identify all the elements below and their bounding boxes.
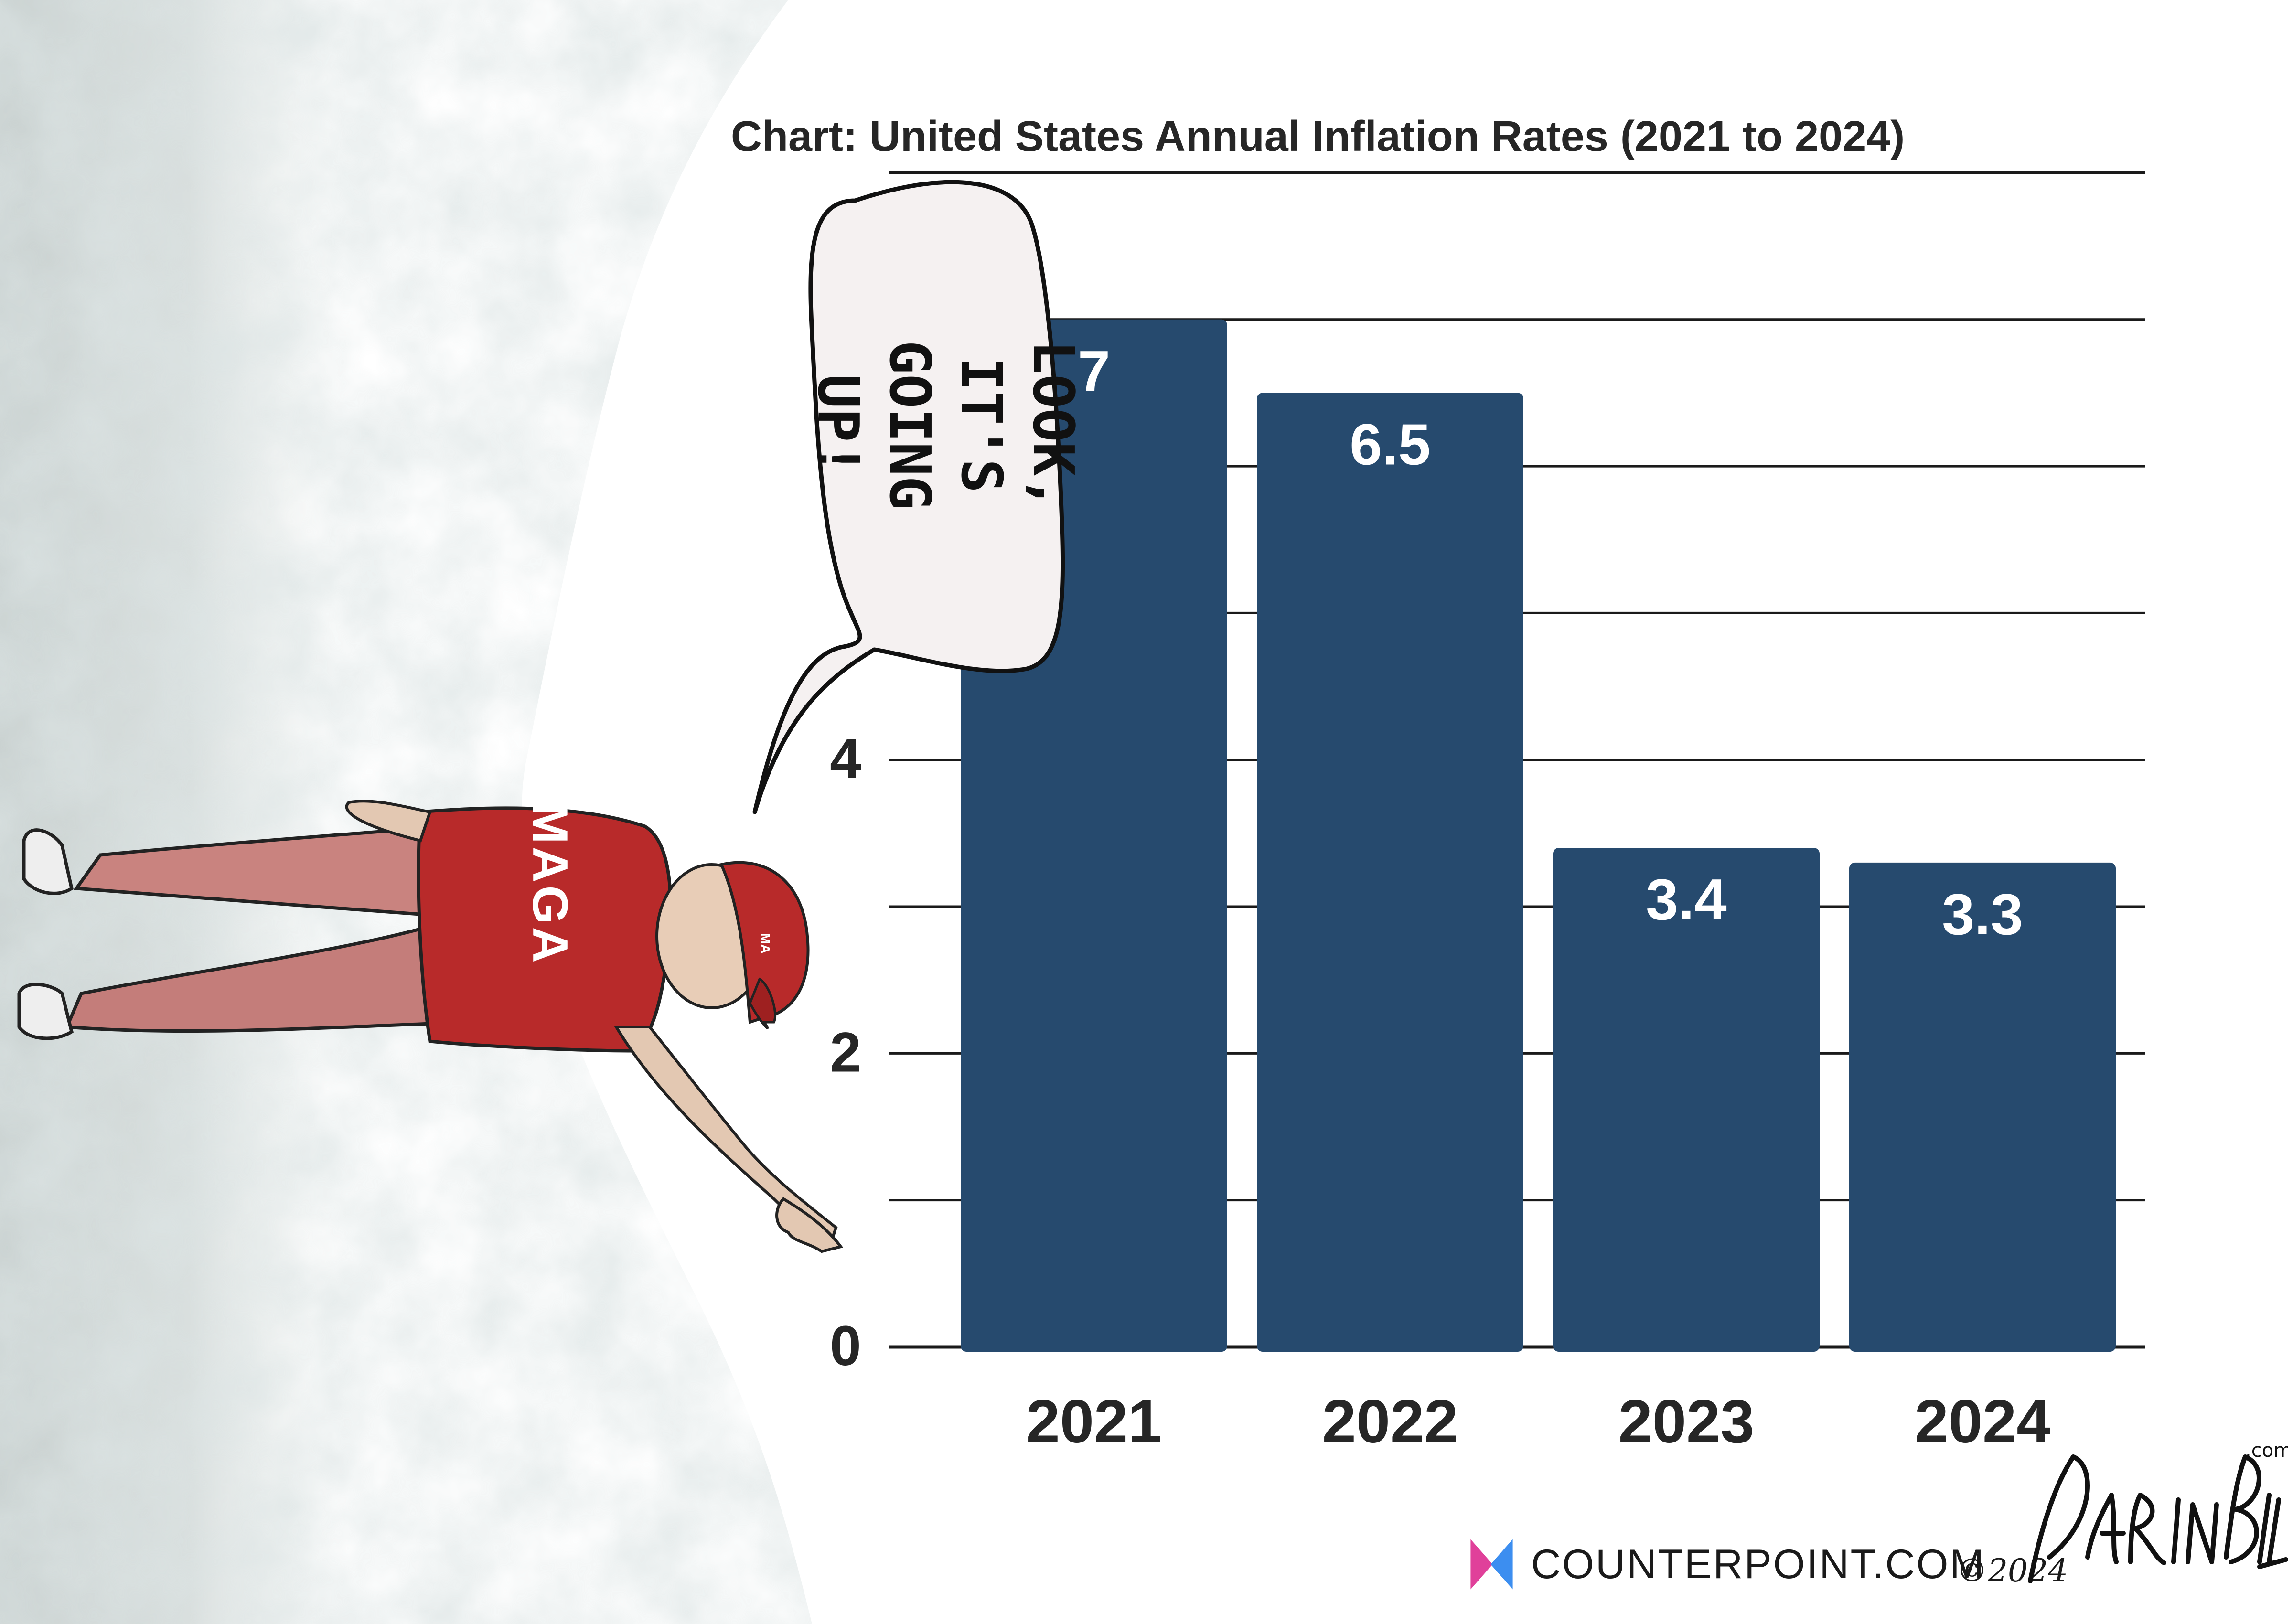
bar-2023 (1553, 848, 1820, 1352)
y-tick-label: 4 (830, 727, 861, 791)
y-tick-label: 2 (830, 1021, 861, 1084)
pants (73, 824, 461, 919)
x-tick-label: 2023 (1618, 1388, 1755, 1456)
bar-2024 (1849, 862, 2116, 1352)
darrin-bell-signature-icon: .com (2028, 1440, 2288, 1583)
counterpoint-brand: COUNTERPOINT.COM (1467, 1533, 1985, 1595)
speech-line: GOING UP! (805, 340, 943, 510)
pants (64, 915, 470, 1033)
chart-title: Chart: United States Annual Inflation Ra… (731, 113, 1905, 160)
svg-text:.com: .com (2245, 1440, 2288, 1462)
bar-value-label: 6.5 (1350, 412, 1431, 477)
arm-back (345, 800, 432, 843)
x-tick-label: 2021 (1026, 1388, 1162, 1456)
bar-value-label: 7 (1078, 339, 1110, 404)
shoe-right (17, 983, 74, 1040)
counterpoint-logo-icon (1470, 1539, 1513, 1590)
shoe-left (22, 828, 74, 895)
speech-line: LOOK, IT'S (949, 340, 1086, 510)
speech-bubble (752, 180, 1065, 814)
cap-brim (749, 977, 777, 1029)
x-tick-label: 2024 (1915, 1388, 2051, 1456)
speech-bubble-text: LOOK, IT'S GOING UP! (788, 301, 1104, 549)
y-tick-label: 0 (830, 1314, 861, 1378)
bar-value-label: 3.3 (1942, 882, 2023, 947)
shirt-text: MAGA (522, 802, 578, 966)
brand-name: COUNTERPOINT.COM (1531, 1541, 1985, 1587)
arm-pointing (613, 1026, 838, 1244)
pointing-hand (775, 1197, 844, 1253)
shirt (417, 806, 672, 1053)
bar-2022 (1257, 393, 1523, 1352)
cap-text: MA (758, 933, 773, 954)
cap (719, 861, 810, 1025)
x-tick-label: 2022 (1322, 1388, 1458, 1456)
bar-value-label: 3.4 (1646, 867, 1727, 932)
